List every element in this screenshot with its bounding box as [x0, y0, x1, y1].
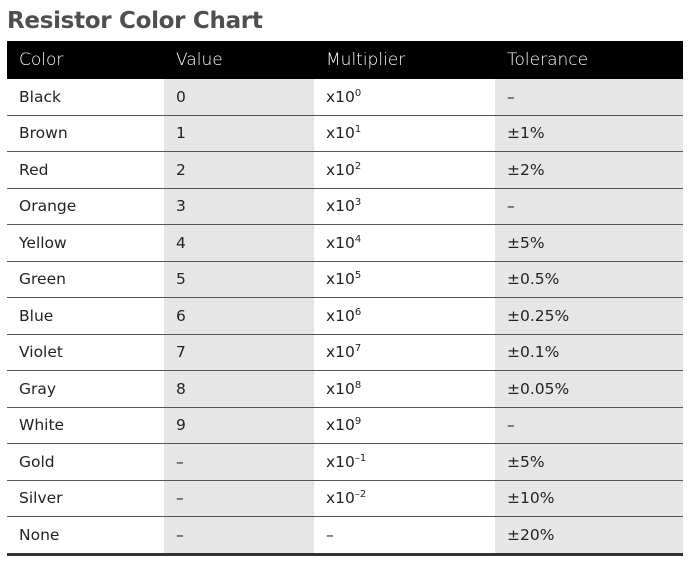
- cell-tolerance: ±0.1%: [495, 334, 683, 371]
- multiplier-exponent: 1: [354, 124, 362, 136]
- cell-value: 9: [164, 407, 314, 444]
- cell-color: Gray: [7, 370, 164, 408]
- cell-tolerance: ±0.25%: [495, 297, 683, 335]
- cell-color: Brown: [7, 115, 164, 152]
- multiplier-base: x10: [326, 124, 355, 143]
- multiplier-base: x10: [326, 306, 355, 325]
- cell-multiplier: x105: [314, 261, 495, 298]
- cell-tolerance: ±20%: [495, 516, 683, 556]
- header-color: Color: [7, 41, 164, 79]
- cell-tolerance: ±5%: [495, 224, 683, 262]
- cell-tolerance: ±10%: [495, 480, 683, 517]
- table-row: Orange 3 x103–: [7, 188, 683, 225]
- cell-value: 0: [164, 79, 314, 116]
- cell-value: 3: [164, 188, 314, 225]
- cell-value: 5: [164, 261, 314, 298]
- cell-color: Green: [7, 261, 164, 298]
- cell-value: 4: [164, 224, 314, 262]
- multiplier-exponent: 6: [354, 306, 362, 318]
- cell-multiplier: x103: [314, 188, 495, 225]
- cell-color: Silver: [7, 480, 164, 517]
- cell-tolerance: ±0.05%: [495, 370, 683, 408]
- cell-value: 7: [164, 334, 314, 371]
- cell-multiplier: x104: [314, 224, 495, 262]
- table-row: White 9 x109–: [7, 407, 683, 444]
- multiplier-base: x10: [326, 197, 355, 216]
- header-value: Value: [164, 41, 314, 79]
- resistor-color-table: Color Value Multiplier Tolerance Black 0 x…: [7, 41, 683, 556]
- header-tolerance: Tolerance: [495, 41, 683, 79]
- multiplier-base: x10: [326, 452, 355, 471]
- cell-tolerance: ±2%: [495, 151, 683, 189]
- cell-color: None: [7, 516, 164, 556]
- table-row: Red 2 x102 ±2%: [7, 151, 683, 189]
- table-row: Gray 8 x108 ±0.05%: [7, 370, 683, 408]
- multiplier-exponent: 2: [354, 160, 362, 172]
- multiplier-exponent: –1: [354, 452, 367, 464]
- cell-multiplier: x10–2: [314, 480, 495, 517]
- multiplier-base: x10: [326, 87, 355, 106]
- cell-tolerance: ±5%: [495, 443, 683, 481]
- multiplier-exponent: 5: [354, 270, 362, 282]
- multiplier-base: x10: [326, 270, 355, 289]
- cell-color: Black: [7, 79, 164, 116]
- cell-multiplier: –: [314, 516, 495, 556]
- multiplier-exponent: 3: [354, 197, 362, 209]
- table-row: Silver – x10–2 ±10%: [7, 480, 683, 517]
- multiplier-exponent: 8: [354, 379, 362, 391]
- table-row: Gold – x10–1 ±5%: [7, 443, 683, 481]
- cell-value: 6: [164, 297, 314, 335]
- cell-multiplier: x101: [314, 115, 495, 152]
- multiplier-base: x10: [326, 379, 355, 398]
- cell-value: –: [164, 480, 314, 517]
- table-row: Black 0 x100–: [7, 79, 683, 116]
- cell-multiplier: x107: [314, 334, 495, 371]
- cell-value: 8: [164, 370, 314, 408]
- multiplier-base: x10: [326, 233, 355, 252]
- cell-color: Red: [7, 151, 164, 189]
- multiplier-base: x10: [326, 416, 355, 435]
- multiplier-base: x10: [326, 489, 355, 508]
- multiplier-exponent: –2: [354, 489, 367, 501]
- multiplier-exponent: 0: [354, 87, 362, 99]
- table-row: Brown 1 x101 ±1%: [7, 115, 683, 152]
- cell-multiplier: x109: [314, 407, 495, 444]
- cell-tolerance: ±1%: [495, 115, 683, 152]
- multiplier-exponent: 4: [354, 233, 362, 245]
- cell-multiplier: x10–1: [314, 443, 495, 481]
- multiplier-exponent: 9: [354, 416, 362, 428]
- cell-tolerance: –: [495, 407, 683, 444]
- cell-value: 1: [164, 115, 314, 152]
- cell-color: White: [7, 407, 164, 444]
- table-row: Violet 7 x107 ±0.1%: [7, 334, 683, 371]
- table-row: Green 5 x105 ±0.5%: [7, 261, 683, 298]
- multiplier-base: x10: [326, 160, 355, 179]
- cell-color: Blue: [7, 297, 164, 335]
- cell-tolerance: ±0.5%: [495, 261, 683, 298]
- cell-value: 2: [164, 151, 314, 189]
- table-body: Black 0 x100– Brown 1 x101 ±1% Red 2 x102 ±2% Orang…: [7, 79, 683, 556]
- cell-multiplier: x108: [314, 370, 495, 408]
- table-row: Blue 6 x106 ±0.25%: [7, 297, 683, 335]
- cell-tolerance: –: [495, 79, 683, 116]
- cell-multiplier: x106: [314, 297, 495, 335]
- cell-color: Gold: [7, 443, 164, 481]
- multiplier-base: –: [326, 525, 334, 544]
- cell-tolerance: –: [495, 188, 683, 225]
- cell-value: –: [164, 443, 314, 481]
- cell-color: Yellow: [7, 224, 164, 262]
- cell-multiplier: x102: [314, 151, 495, 189]
- table-row: None – – ±20%: [7, 516, 683, 556]
- header-multiplier: Multiplier: [314, 41, 495, 79]
- cell-multiplier: x100: [314, 79, 495, 116]
- cell-color: Violet: [7, 334, 164, 371]
- page-title: Resistor Color Chart: [7, 8, 263, 34]
- cell-value: –: [164, 516, 314, 556]
- table-header-row: Color Value Multiplier Tolerance: [7, 41, 683, 79]
- multiplier-base: x10: [326, 343, 355, 362]
- multiplier-exponent: 7: [354, 343, 362, 355]
- cell-color: Orange: [7, 188, 164, 225]
- table-row: Yellow 4 x104 ±5%: [7, 224, 683, 262]
